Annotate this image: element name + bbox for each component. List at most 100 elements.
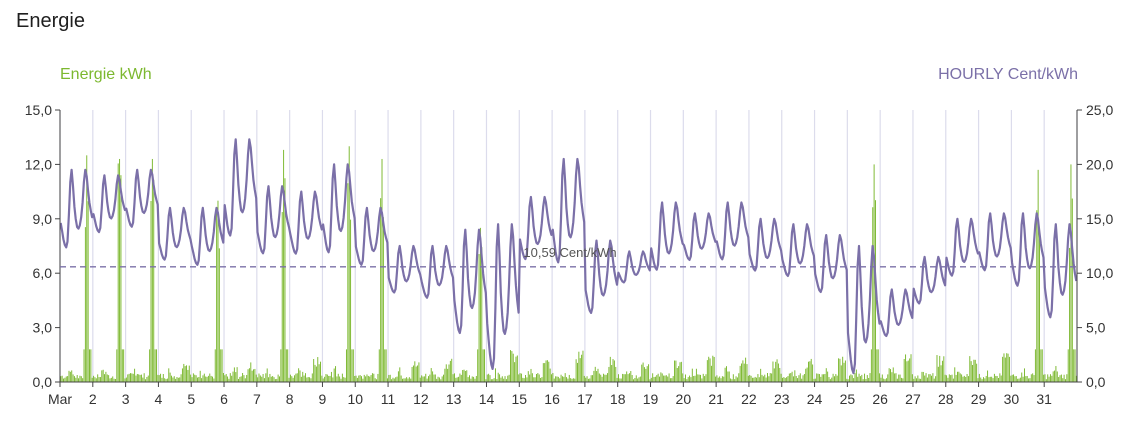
price-line xyxy=(59,138,1078,375)
energy-bar xyxy=(463,369,465,382)
energy-bar xyxy=(291,376,293,382)
energy-bar xyxy=(907,360,909,382)
energy-bar xyxy=(820,376,822,382)
energy-bar xyxy=(155,349,157,382)
energy-bar xyxy=(281,212,283,382)
left-tick-label: 15,0 xyxy=(25,102,52,118)
energy-bar xyxy=(365,376,367,382)
energy-bar xyxy=(233,367,235,382)
energy-bar xyxy=(266,368,268,382)
energy-bar xyxy=(494,368,496,382)
energy-bar xyxy=(783,377,785,382)
energy-bar xyxy=(253,369,255,382)
energy-bar xyxy=(326,374,328,382)
energy-bar xyxy=(842,356,844,382)
energy-bar xyxy=(119,158,121,382)
energy-bar xyxy=(340,378,342,382)
energy-bar xyxy=(362,378,364,382)
energy-bar xyxy=(885,378,887,382)
x-tick-label: 9 xyxy=(319,391,327,407)
energy-bar xyxy=(61,375,63,382)
energy-bar xyxy=(865,378,867,382)
energy-bar xyxy=(449,360,451,382)
energy-bar xyxy=(833,376,835,382)
energy-bar xyxy=(771,373,773,382)
right-tick-label: 25,0 xyxy=(1086,102,1113,118)
energy-bar xyxy=(943,356,945,382)
energy-bar xyxy=(94,377,96,382)
energy-bar xyxy=(209,373,211,382)
energy-bar xyxy=(620,378,622,382)
energy-bar xyxy=(717,377,719,382)
energy-bar xyxy=(809,361,811,382)
energy-bar xyxy=(1017,378,1019,382)
energy-bar xyxy=(414,361,416,382)
energy-bar xyxy=(952,378,954,382)
energy-bar xyxy=(982,377,984,382)
left-tick-label: 9,0 xyxy=(33,211,53,227)
energy-bar xyxy=(83,349,85,382)
energy-bar xyxy=(114,378,116,382)
energy-bar xyxy=(854,373,856,382)
energy-bar xyxy=(649,379,651,382)
energy-bar xyxy=(448,364,450,382)
energy-bar xyxy=(638,377,640,382)
energy-bar xyxy=(725,366,727,382)
energy-bar xyxy=(474,378,476,382)
energy-bar xyxy=(648,364,650,382)
energy-bar xyxy=(928,374,930,382)
energy-bar xyxy=(989,376,991,382)
right-tick-label: 5,0 xyxy=(1086,320,1106,336)
energy-bar xyxy=(541,377,543,382)
energy-bar xyxy=(853,378,855,382)
x-tick-label: 12 xyxy=(413,391,429,407)
energy-bar xyxy=(490,379,492,382)
energy-bar xyxy=(434,374,436,382)
energy-bar xyxy=(914,376,916,382)
energy-bar xyxy=(782,377,784,382)
energy-bar xyxy=(470,378,472,382)
energy-bar xyxy=(497,372,499,382)
energy-bar xyxy=(443,374,445,382)
energy-bar xyxy=(656,375,658,382)
energy-bar xyxy=(337,373,339,382)
energy-bar xyxy=(98,377,100,382)
x-tick-label: 27 xyxy=(905,391,921,407)
energy-bar xyxy=(473,376,475,382)
energy-bar xyxy=(709,358,711,382)
right-tick-label: 20,0 xyxy=(1086,156,1113,172)
energy-bar xyxy=(262,374,264,382)
energy-bar xyxy=(824,373,826,382)
energy-bar xyxy=(751,377,753,382)
energy-bar xyxy=(1013,374,1015,382)
energy-bar xyxy=(933,378,935,382)
energy-bar xyxy=(410,378,412,382)
left-tick-label: 6,0 xyxy=(33,265,53,281)
energy-bar xyxy=(881,374,883,382)
energy-bar xyxy=(657,373,659,382)
energy-bar xyxy=(196,377,198,382)
energy-bar xyxy=(505,379,507,382)
energy-bar xyxy=(187,369,189,382)
energy-bar xyxy=(139,374,141,382)
energy-bar xyxy=(419,377,421,382)
energy-bar xyxy=(127,374,129,382)
energy-bar xyxy=(76,375,78,382)
energy-bar xyxy=(535,374,537,382)
left-tick-label: 3,0 xyxy=(33,320,53,336)
energy-bar xyxy=(179,377,181,382)
energy-bar xyxy=(162,374,164,382)
energy-bar xyxy=(292,377,294,382)
energy-bar xyxy=(469,375,470,382)
energy-bar xyxy=(149,349,151,382)
energy-bar xyxy=(99,377,101,382)
energy-bar xyxy=(164,378,166,382)
energy-bar xyxy=(618,374,619,382)
energy-bar xyxy=(888,368,890,382)
energy-bar xyxy=(613,360,615,382)
energy-bar xyxy=(941,360,943,382)
energy-bar xyxy=(911,374,913,382)
energy-bar xyxy=(940,365,942,382)
energy-bar xyxy=(210,375,212,382)
energy-bar xyxy=(792,376,794,382)
